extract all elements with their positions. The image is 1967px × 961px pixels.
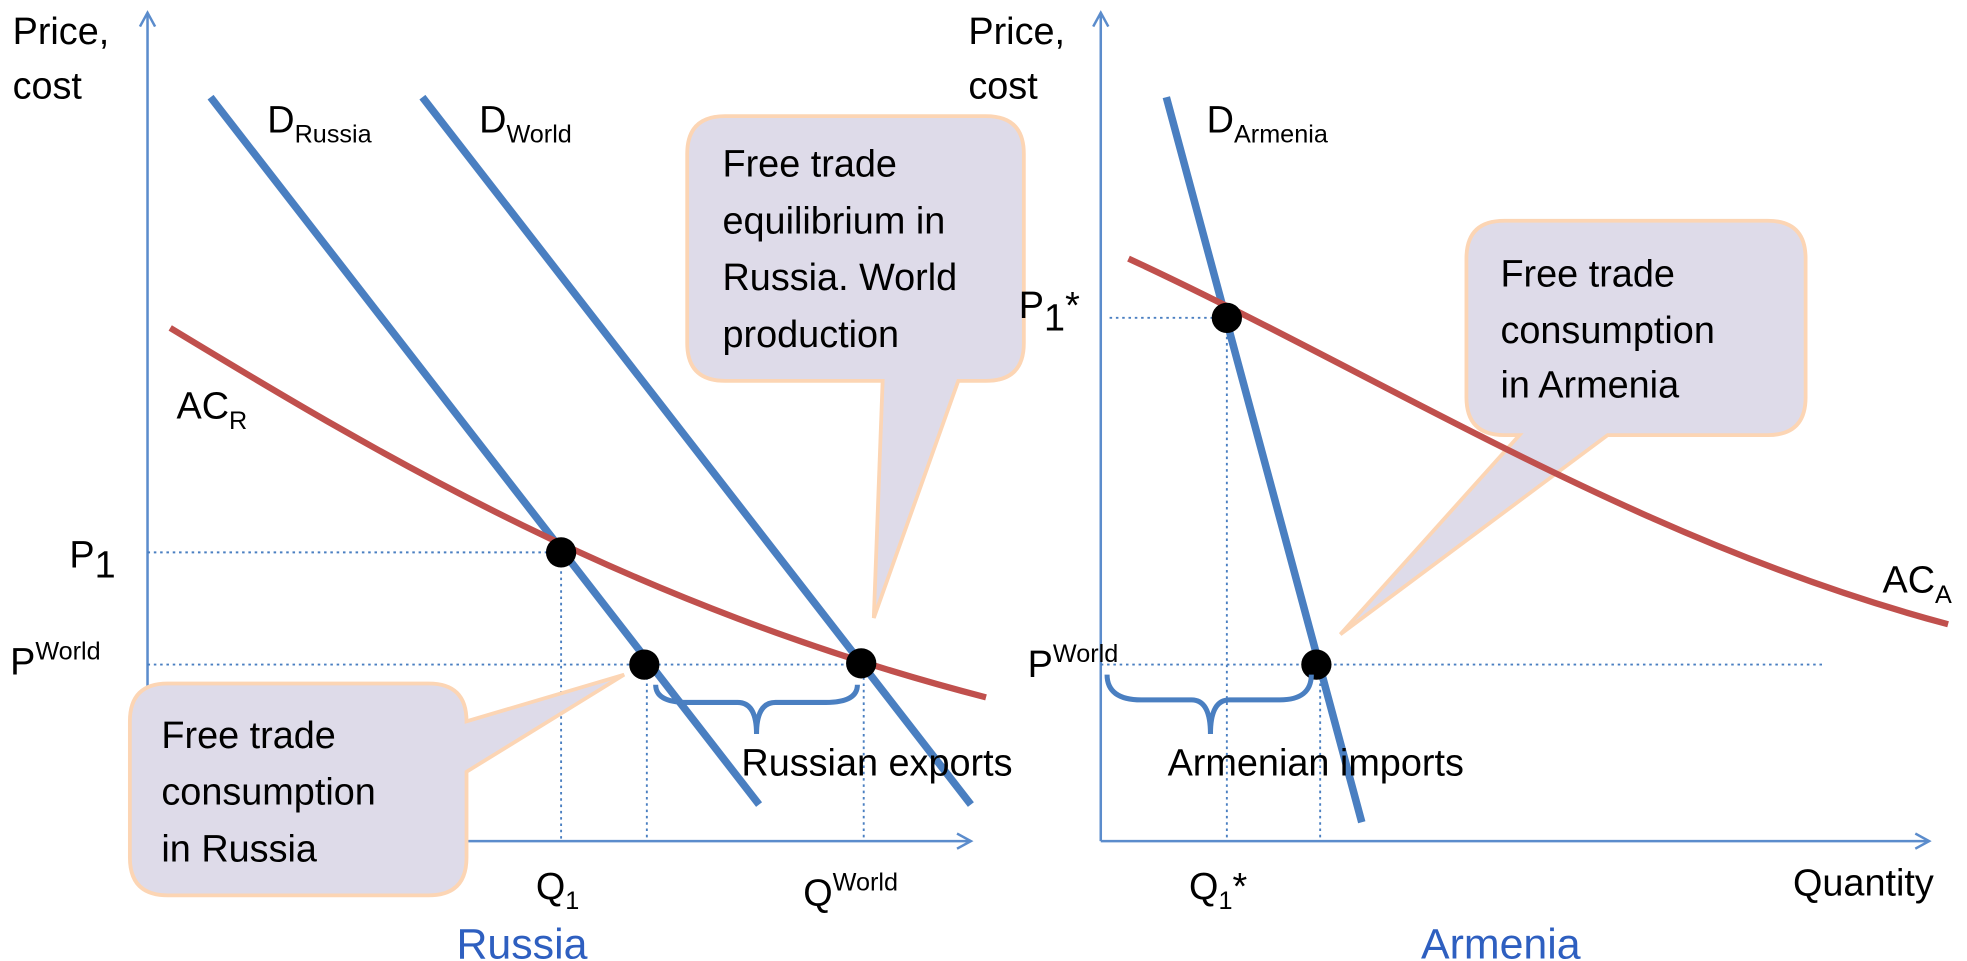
brace bbox=[653, 684, 860, 734]
base: D bbox=[479, 99, 506, 141]
sub: World bbox=[506, 121, 571, 149]
axis-label: Quantity bbox=[1793, 862, 1934, 904]
quantity-label: Q1 bbox=[536, 866, 579, 915]
sub: Armenia bbox=[1234, 121, 1329, 149]
price-label: P1 bbox=[69, 535, 115, 587]
base: P bbox=[69, 535, 94, 577]
callout-text: Russia. World bbox=[722, 257, 957, 299]
base: D bbox=[267, 99, 294, 141]
sub: 1 bbox=[1218, 887, 1232, 915]
demand-armenia bbox=[1162, 96, 1366, 824]
price-label: P1* bbox=[1019, 285, 1080, 340]
curve-label: ACA bbox=[1883, 560, 1953, 609]
right-panel: Price, cost DArmenia ACA P1* PWorld Q1* … bbox=[968, 11, 1952, 961]
callout-text: Free trade bbox=[161, 715, 335, 757]
base: D bbox=[1207, 99, 1234, 141]
curve-label: DArmenia bbox=[1207, 99, 1329, 148]
price-label: PWorld bbox=[1028, 640, 1119, 686]
sup: World bbox=[833, 868, 898, 896]
axis-label: cost bbox=[13, 65, 83, 107]
axis-label: cost bbox=[968, 65, 1038, 107]
callout bbox=[685, 114, 1026, 619]
callout-text: equilibrium in bbox=[722, 200, 945, 242]
average-cost bbox=[168, 325, 987, 701]
base: AC bbox=[1883, 560, 1936, 602]
suffix: * bbox=[1232, 866, 1247, 908]
point bbox=[1301, 649, 1332, 680]
curve-label: DWorld bbox=[479, 99, 572, 148]
quantity-label: QWorld bbox=[803, 868, 898, 914]
callout-text: consumption bbox=[1500, 310, 1714, 352]
point bbox=[545, 537, 577, 568]
base: Q bbox=[536, 866, 565, 908]
axis-label: Price, bbox=[13, 11, 110, 53]
callout-text: consumption bbox=[161, 772, 375, 814]
sub: R bbox=[229, 407, 247, 435]
base: AC bbox=[177, 386, 230, 428]
curve-label: ACR bbox=[177, 386, 248, 435]
guide-lines bbox=[1100, 316, 1822, 842]
demand-world bbox=[419, 94, 974, 807]
panel-label: Russia bbox=[456, 920, 587, 961]
callout-text: in Armenia bbox=[1500, 364, 1680, 406]
sub: 1 bbox=[1044, 297, 1065, 339]
point bbox=[846, 648, 877, 679]
callout bbox=[127, 672, 626, 898]
curve-label: DRussia bbox=[267, 99, 372, 148]
callout-text: in Russia bbox=[161, 828, 317, 870]
callout-text: Free trade bbox=[1500, 253, 1674, 295]
base: Q bbox=[803, 872, 832, 914]
sub: 1 bbox=[565, 887, 579, 915]
left-panel: Price, cost DRussia DWorld ACR P1 PWorld… bbox=[10, 11, 1026, 961]
sub: A bbox=[1935, 581, 1952, 609]
sup: World bbox=[1053, 640, 1118, 668]
sub: 1 bbox=[95, 545, 116, 587]
sub: Russia bbox=[295, 121, 373, 149]
point bbox=[629, 649, 660, 680]
axis-label: Price, bbox=[968, 11, 1065, 53]
sup: World bbox=[35, 638, 100, 666]
demand-russia bbox=[207, 94, 763, 807]
quantity-label: Q1* bbox=[1189, 866, 1247, 915]
suffix: * bbox=[1065, 285, 1080, 327]
callout-text: Free trade bbox=[722, 144, 896, 186]
panel-label: Armenia bbox=[1421, 920, 1581, 961]
brace bbox=[1104, 674, 1314, 734]
callout-text: production bbox=[722, 314, 899, 356]
base: P bbox=[1028, 644, 1053, 686]
brace-label: Russian exports bbox=[741, 743, 1012, 785]
callout bbox=[1338, 218, 1808, 636]
point bbox=[1211, 302, 1242, 333]
base: P bbox=[10, 642, 35, 684]
brace-label: Armenian imports bbox=[1168, 743, 1464, 785]
price-label: PWorld bbox=[10, 638, 101, 684]
base: Q bbox=[1189, 866, 1218, 908]
base: P bbox=[1019, 285, 1044, 327]
